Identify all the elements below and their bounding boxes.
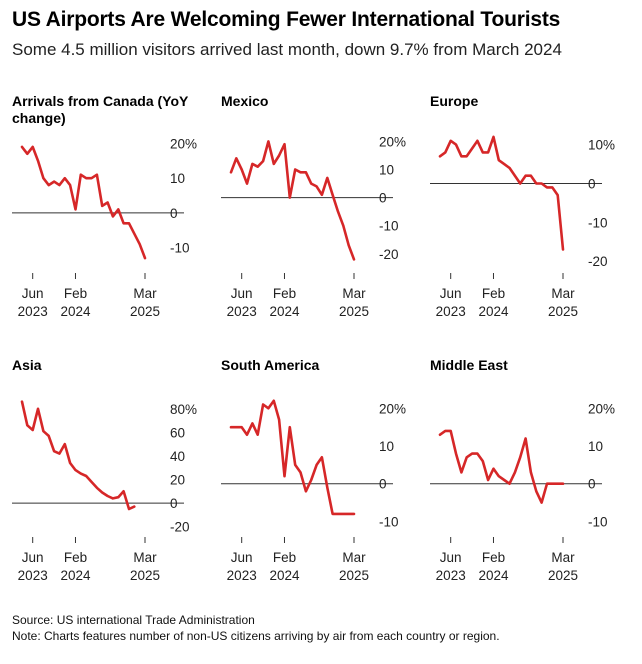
x-tick-label: Mar [551, 286, 575, 301]
y-tick-label: 60 [170, 425, 185, 440]
chart-title: US Airports Are Welcoming Fewer Internat… [12, 8, 561, 31]
x-tick-year: 2025 [130, 568, 160, 583]
x-tick-label: Mar [133, 286, 157, 301]
x-tick-label: Feb [64, 550, 87, 565]
y-tick-label: 0 [170, 496, 178, 511]
x-tick-year: 2025 [339, 304, 369, 319]
y-tick-label: -10 [588, 215, 608, 230]
panel-title: South America [221, 357, 320, 373]
y-tick-label: 10 [379, 163, 394, 178]
panel-title: Europe [430, 93, 479, 109]
x-tick-label: Jun [440, 286, 462, 301]
chart-asia: 80% 60 40 20 0 -20 Jun 2023 Feb 2024 Mar 2025 [12, 400, 197, 583]
x-tick-year: 2024 [269, 568, 300, 583]
x-tick-label: Feb [482, 550, 505, 565]
x-tick-label: Mar [551, 550, 575, 565]
y-tick-label: 20% [588, 401, 615, 416]
y-tick-label: -10 [588, 514, 608, 529]
chart-middle-east: 20% 10 0 -10 Jun 2023 Feb 2024 Mar 2025 [430, 401, 615, 583]
x-tick-label: Feb [273, 550, 296, 565]
y-tick-label: 80% [170, 402, 197, 417]
y-tick-label: -10 [170, 241, 190, 256]
y-tick-label: -20 [588, 254, 608, 269]
panel-title: Mexico [221, 93, 269, 109]
footnote: Note: Charts features number of non-US c… [12, 629, 500, 643]
x-tick-year: 2024 [478, 568, 509, 583]
x-tick-year: 2024 [60, 568, 91, 583]
y-tick-label: 0 [588, 477, 596, 492]
y-tick-label: 20% [379, 134, 406, 149]
x-tick-year: 2025 [339, 568, 369, 583]
x-tick-label: Feb [482, 286, 505, 301]
panel-title: Arrivals from Canada (YoY change) [12, 93, 189, 126]
y-tick-label: 10% [588, 138, 615, 153]
chart-subtitle: Some 4.5 million visitors arrived last m… [12, 40, 562, 59]
x-tick-year: 2025 [130, 304, 160, 319]
series-line [20, 145, 147, 260]
series-line [20, 400, 136, 511]
chart-canada: 20% 10 0 -10 Jun 2023 Feb 2024 Mar 2025 [12, 136, 197, 319]
panel-asia: Asia 80% 60 40 20 0 -20 Jun 2023 Feb 2024 Mar 2025 [12, 357, 212, 607]
y-tick-label: 0 [588, 176, 596, 191]
y-tick-label: 10 [379, 439, 394, 454]
x-tick-year: 2025 [548, 304, 578, 319]
x-tick-label: Mar [342, 286, 366, 301]
x-tick-label: Feb [64, 286, 87, 301]
x-tick-label: Jun [440, 550, 462, 565]
x-tick-year: 2024 [478, 304, 509, 319]
series-line [229, 399, 356, 516]
x-tick-year: 2023 [227, 568, 257, 583]
y-tick-label: 0 [170, 206, 178, 221]
x-tick-year: 2023 [18, 568, 48, 583]
panel-canada: Arrivals from Canada (YoY change) 20% 10 0… [12, 93, 212, 343]
y-tick-label: 20 [170, 473, 185, 488]
y-tick-label: -10 [379, 219, 399, 234]
x-tick-label: Jun [22, 286, 44, 301]
x-tick-year: 2023 [436, 304, 466, 319]
x-tick-label: Feb [273, 286, 296, 301]
x-tick-label: Jun [231, 286, 253, 301]
y-tick-label: 0 [379, 477, 387, 492]
panel-mexico: Mexico 20% 10 0 -10 -20 Jun 2023 Feb 2024 Mar 2025 [221, 93, 421, 343]
panel-south-america: South America 20% 10 0 -10 Jun 2023 Feb 2024 Mar… [221, 357, 421, 607]
y-tick-label: -10 [379, 514, 399, 529]
y-tick-label: 20% [379, 401, 406, 416]
y-tick-label: 20% [170, 136, 197, 151]
x-tick-year: 2024 [269, 304, 300, 319]
y-tick-label: -20 [170, 520, 190, 535]
x-tick-year: 2023 [436, 568, 466, 583]
y-tick-label: -20 [379, 247, 399, 262]
panel-middle-east: Middle East 20% 10 0 -10 Jun 2023 Feb 2024 Mar 20… [430, 357, 630, 607]
panel-title: Middle East [430, 357, 508, 373]
panel-title: Asia [12, 357, 42, 373]
y-tick-label: 10 [170, 171, 185, 186]
y-tick-label: 40 [170, 449, 185, 464]
x-tick-label: Mar [342, 550, 366, 565]
panel-europe: Europe 10% 0 -10 -20 Jun 2023 Feb 2024 Mar 2025 [430, 93, 630, 343]
series-line [229, 140, 356, 261]
series-line [438, 135, 565, 251]
y-tick-label: 0 [379, 191, 387, 206]
source-note: Source: US international Trade Administr… [12, 613, 255, 627]
chart-europe: 10% 0 -10 -20 Jun 2023 Feb 2024 Mar 2025 [430, 135, 615, 319]
chart-mexico: 20% 10 0 -10 -20 Jun 2023 Feb 2024 Mar 2025 [221, 134, 406, 319]
chart-south-america: 20% 10 0 -10 Jun 2023 Feb 2024 Mar 2025 [221, 399, 406, 583]
y-tick-label: 10 [588, 439, 603, 454]
series-line [438, 429, 565, 504]
x-tick-label: Jun [22, 550, 44, 565]
x-tick-label: Jun [231, 550, 253, 565]
x-tick-year: 2023 [18, 304, 48, 319]
x-tick-year: 2025 [548, 568, 578, 583]
x-tick-year: 2024 [60, 304, 91, 319]
x-tick-year: 2023 [227, 304, 257, 319]
x-tick-label: Mar [133, 550, 157, 565]
